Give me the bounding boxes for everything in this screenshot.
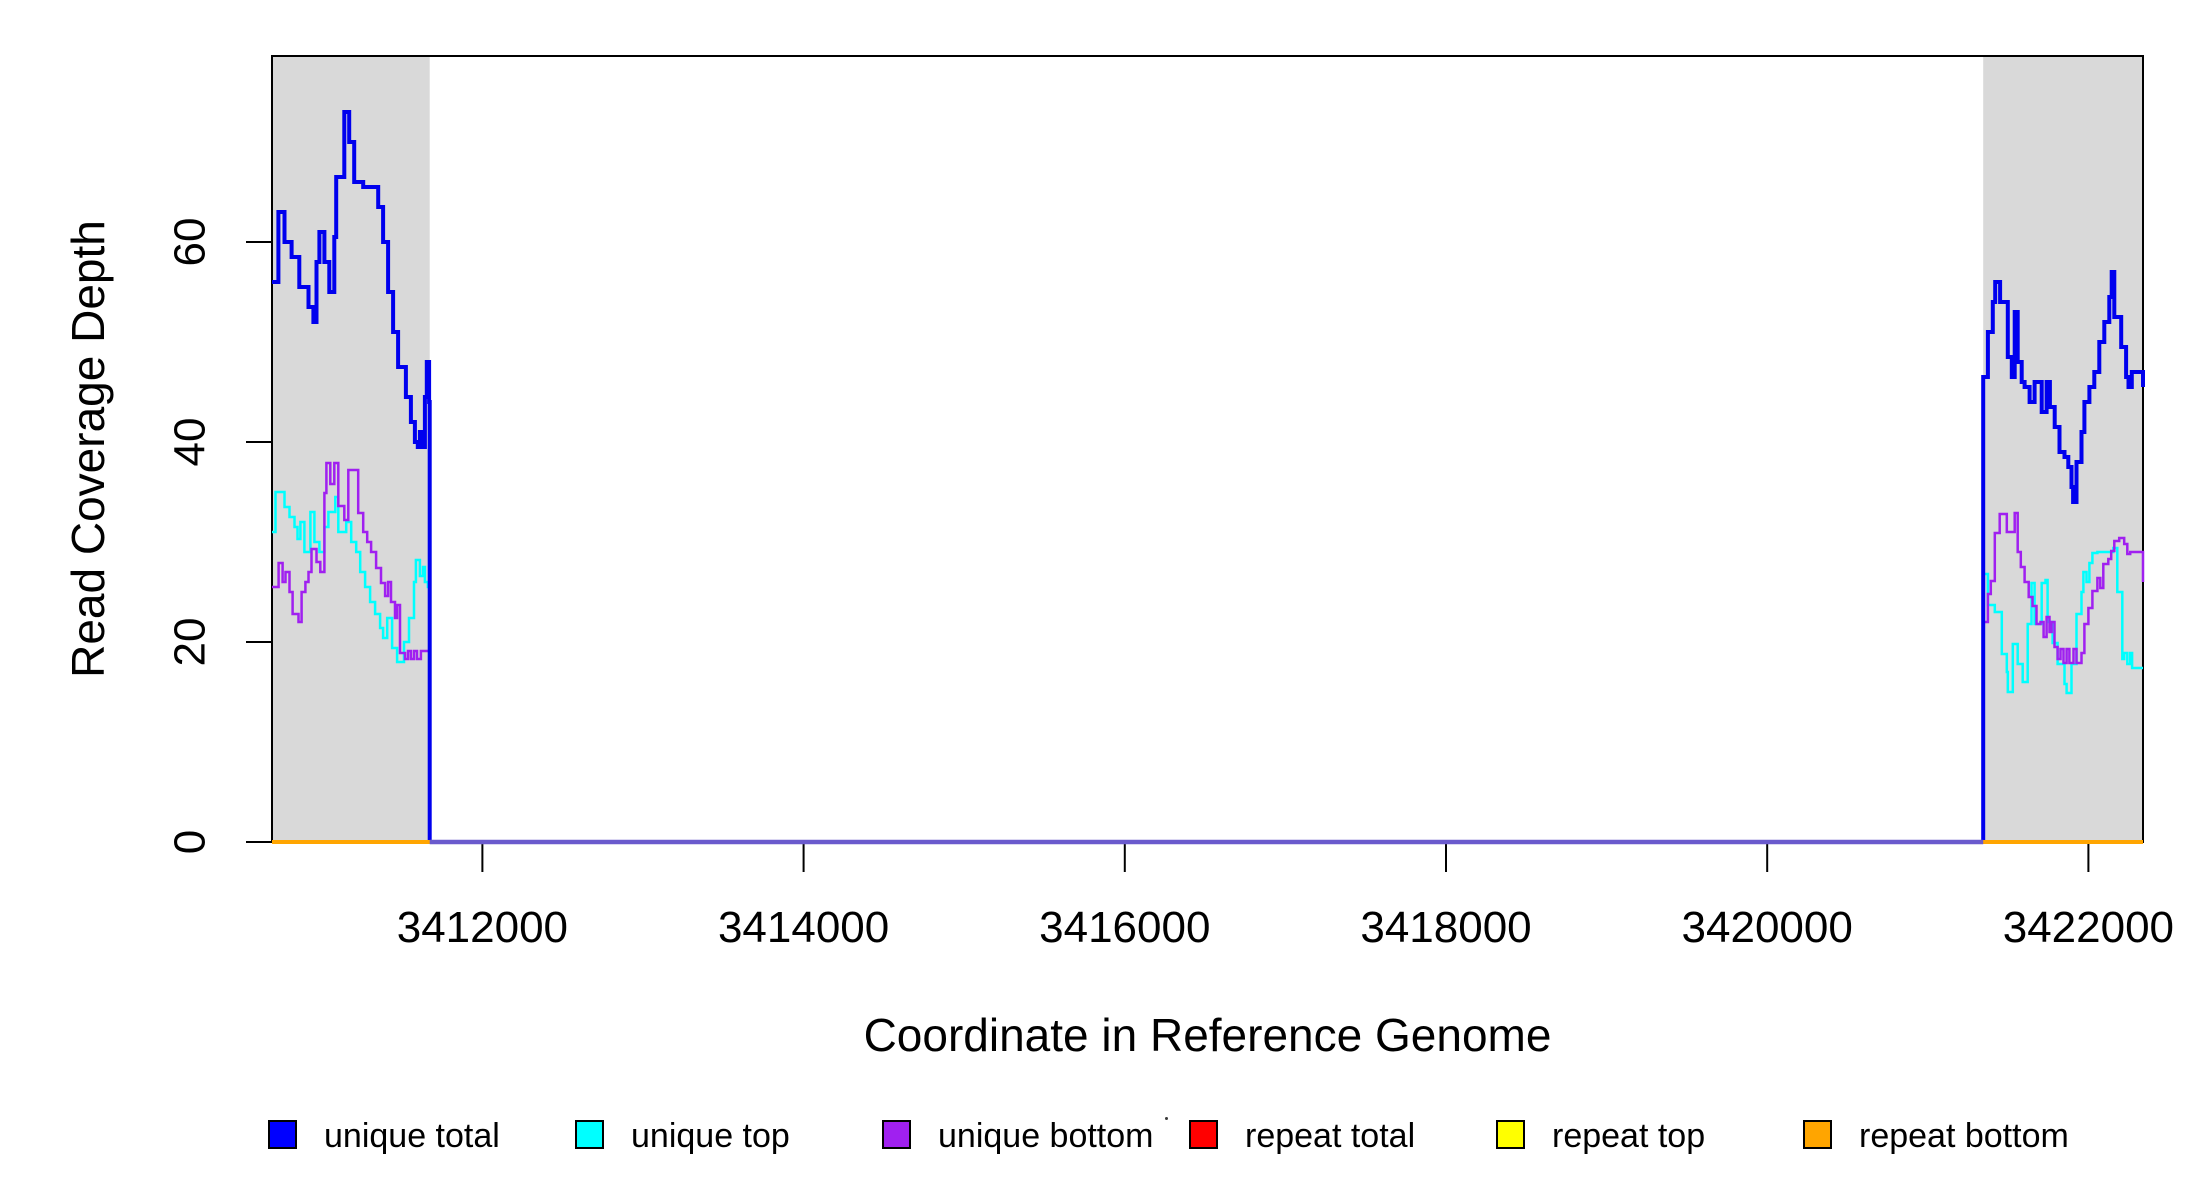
legend-label: repeat total <box>1245 1117 1416 1155</box>
legend-swatch-icon <box>1189 1120 1218 1149</box>
x-tick-label: 3412000 <box>397 903 568 952</box>
y-tick-label: 40 <box>166 418 215 467</box>
legend-swatch-icon <box>268 1120 297 1149</box>
x-tick-label: 3418000 <box>1360 903 1531 952</box>
legend-swatch-icon <box>1803 1120 1832 1149</box>
x-tick-label: 3420000 <box>1682 903 1853 952</box>
y-axis-title: Read Coverage Depth <box>62 220 114 678</box>
plot-border <box>271 55 2144 843</box>
legend-label: unique bottom <box>938 1117 1154 1155</box>
legend-swatch-icon <box>1496 1120 1525 1149</box>
y-tick-label: 0 <box>166 830 215 854</box>
legend-label: unique total <box>324 1117 500 1155</box>
x-tick-label: 3414000 <box>718 903 889 952</box>
legend-label: unique top <box>631 1117 790 1155</box>
y-tick-label: 60 <box>166 218 215 267</box>
series-unique-top-line <box>272 490 2143 844</box>
x-tick-label: 3422000 <box>2003 903 2174 952</box>
series-unique-total-line <box>272 110 2145 844</box>
legend-swatch-icon <box>882 1120 911 1149</box>
series-unique-bottom-line <box>272 461 2145 844</box>
x-axis-title: Coordinate in Reference Genome <box>863 1009 1552 1061</box>
x-tick-label: 3416000 <box>1039 903 1210 952</box>
stray-dot <box>1165 1117 1168 1120</box>
right-grey-band <box>1983 56 2143 842</box>
legend-swatch-icon <box>575 1120 604 1149</box>
y-tick-label: 20 <box>166 618 215 667</box>
legend-label: repeat bottom <box>1859 1117 2069 1155</box>
legend: unique total unique top unique bottom repea… <box>0 1118 2200 1178</box>
legend-label: repeat top <box>1552 1117 1706 1155</box>
left-grey-band <box>272 56 430 842</box>
